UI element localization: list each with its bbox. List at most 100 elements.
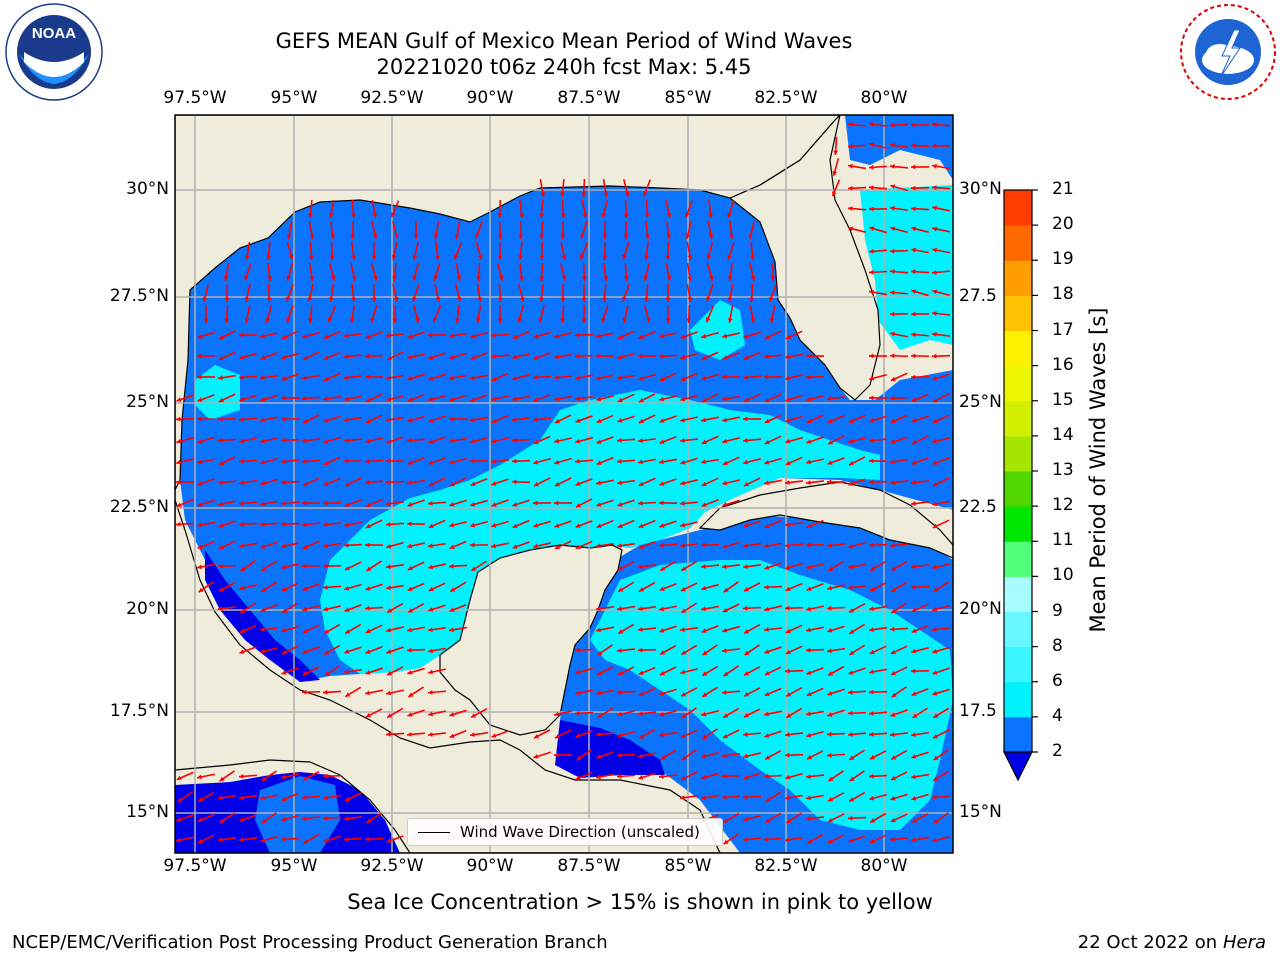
wind-wave-arrow (764, 479, 782, 486)
wind-wave-arrow (638, 540, 656, 550)
wind-wave-arrow (659, 560, 677, 572)
wind-wave-arrow (617, 561, 635, 571)
wind-wave-arrow (827, 709, 845, 717)
wind-wave-arrow (932, 519, 950, 529)
wind-wave-arrow (742, 438, 762, 443)
lat-label-left: 17.5°N (109, 701, 169, 721)
wind-wave-arrow (784, 543, 804, 548)
lon-label-top: 90°W (466, 88, 514, 108)
wind-wave-arrow (933, 812, 949, 824)
wind-wave-arrow (260, 794, 278, 801)
wind-wave-arrow (324, 665, 340, 677)
wind-wave-arrow (869, 226, 887, 234)
wind-wave-arrow (785, 562, 803, 570)
wind-wave-arrow (638, 373, 656, 381)
wind-wave-arrow (385, 584, 405, 591)
wind-wave-arrow (386, 835, 404, 843)
wind-wave-arrow (491, 499, 509, 507)
wind-wave-arrow (805, 542, 825, 548)
wind-wave-arrow (701, 351, 719, 361)
wind-wave-arrow (385, 333, 405, 338)
wind-wave-arrow (911, 393, 929, 403)
wind-wave-arrow (742, 732, 762, 737)
wind-wave-arrow (301, 500, 321, 506)
wind-wave-arrow (554, 520, 572, 528)
wind-wave-arrow (806, 750, 824, 760)
wind-wave-arrow (218, 330, 236, 340)
wind-wave-arrow (224, 304, 230, 324)
wind-wave-arrow (889, 248, 909, 254)
wind-wave-arrow (910, 269, 930, 275)
wind-wave-arrow (196, 416, 216, 422)
wind-wave-arrow (365, 519, 383, 529)
wind-wave-arrow (659, 625, 677, 633)
wind-wave-arrow (575, 498, 593, 508)
wind-wave-arrow (890, 709, 908, 717)
wind-wave-arrow (407, 499, 425, 507)
wind-wave-arrow (575, 520, 593, 528)
wind-wave-arrow (596, 456, 614, 466)
wind-wave-arrow (386, 707, 404, 719)
wind-wave-arrow (365, 437, 383, 444)
chart-subtitle: 20221020 t06z 240h fcst Max: 5.45 (376, 55, 752, 79)
wind-wave-arrow (175, 416, 195, 422)
wind-wave-arrow (197, 458, 215, 465)
wind-wave-arrow (637, 564, 657, 569)
wind-wave-arrow (554, 540, 572, 550)
wind-wave-arrow (742, 542, 762, 549)
wind-wave-arrow (553, 395, 573, 402)
colorbar-label: Mean Period of Wind Waves [s] (1086, 307, 1110, 633)
wind-wave-arrow (301, 459, 321, 464)
wind-wave-arrow (364, 542, 384, 548)
wind-wave-arrow (868, 773, 888, 779)
wind-wave-arrow (749, 283, 755, 303)
wind-wave-arrow (784, 794, 804, 801)
wind-wave-arrow (848, 791, 866, 803)
wind-wave-arrow (806, 519, 824, 529)
wind-wave-arrow (721, 773, 741, 779)
wind-wave-arrow (322, 815, 342, 821)
wind-wave-arrow (616, 542, 636, 549)
wind-wave-arrow (784, 836, 804, 843)
wind-wave-arrow (889, 290, 909, 296)
wind-wave-arrow (832, 158, 840, 176)
lon-label-top: 95°W (270, 88, 318, 108)
wind-wave-arrow (889, 143, 909, 149)
wind-wave-arrow (911, 226, 929, 233)
wind-wave-arrow (329, 241, 335, 261)
wind-wave-arrow (177, 791, 193, 803)
wind-wave-arrow (223, 262, 230, 282)
wind-wave-arrow (533, 542, 551, 549)
wind-wave-arrow (449, 457, 467, 465)
wind-wave-arrow (281, 667, 299, 675)
wind-wave-arrow (267, 262, 272, 282)
wind-wave-arrow (826, 395, 846, 401)
wind-wave-arrow (518, 220, 524, 240)
wind-wave-arrow (764, 730, 782, 738)
wind-wave-arrow (889, 353, 909, 359)
wind-wave-arrow (281, 563, 299, 570)
wind-wave-arrow (637, 711, 657, 716)
nws-logo (1180, 4, 1276, 100)
wind-wave-arrow (496, 263, 504, 281)
wind-wave-arrow (491, 520, 509, 528)
wind-wave-arrow (890, 436, 908, 444)
lat-label-left: 15°N (126, 802, 169, 822)
wind-wave-arrow (701, 499, 719, 507)
wind-wave-arrow (596, 332, 614, 339)
wind-wave-arrow (574, 395, 594, 402)
wind-wave-arrow (869, 374, 887, 381)
wind-wave-arrow (890, 771, 908, 781)
wind-wave-arrow (595, 732, 615, 737)
wind-wave-arrow (261, 770, 277, 782)
colorbar-tick-label: 20 (1052, 214, 1074, 235)
colorbar-segment (1004, 225, 1032, 261)
wind-wave-arrow (681, 707, 697, 719)
wind-wave-arrow (932, 667, 950, 675)
wind-wave-arrow (680, 331, 698, 339)
wind-wave-arrows (175, 122, 951, 845)
wind-wave-arrow (617, 499, 635, 507)
wind-wave-arrow (512, 395, 530, 402)
wind-wave-arrow (784, 668, 804, 674)
